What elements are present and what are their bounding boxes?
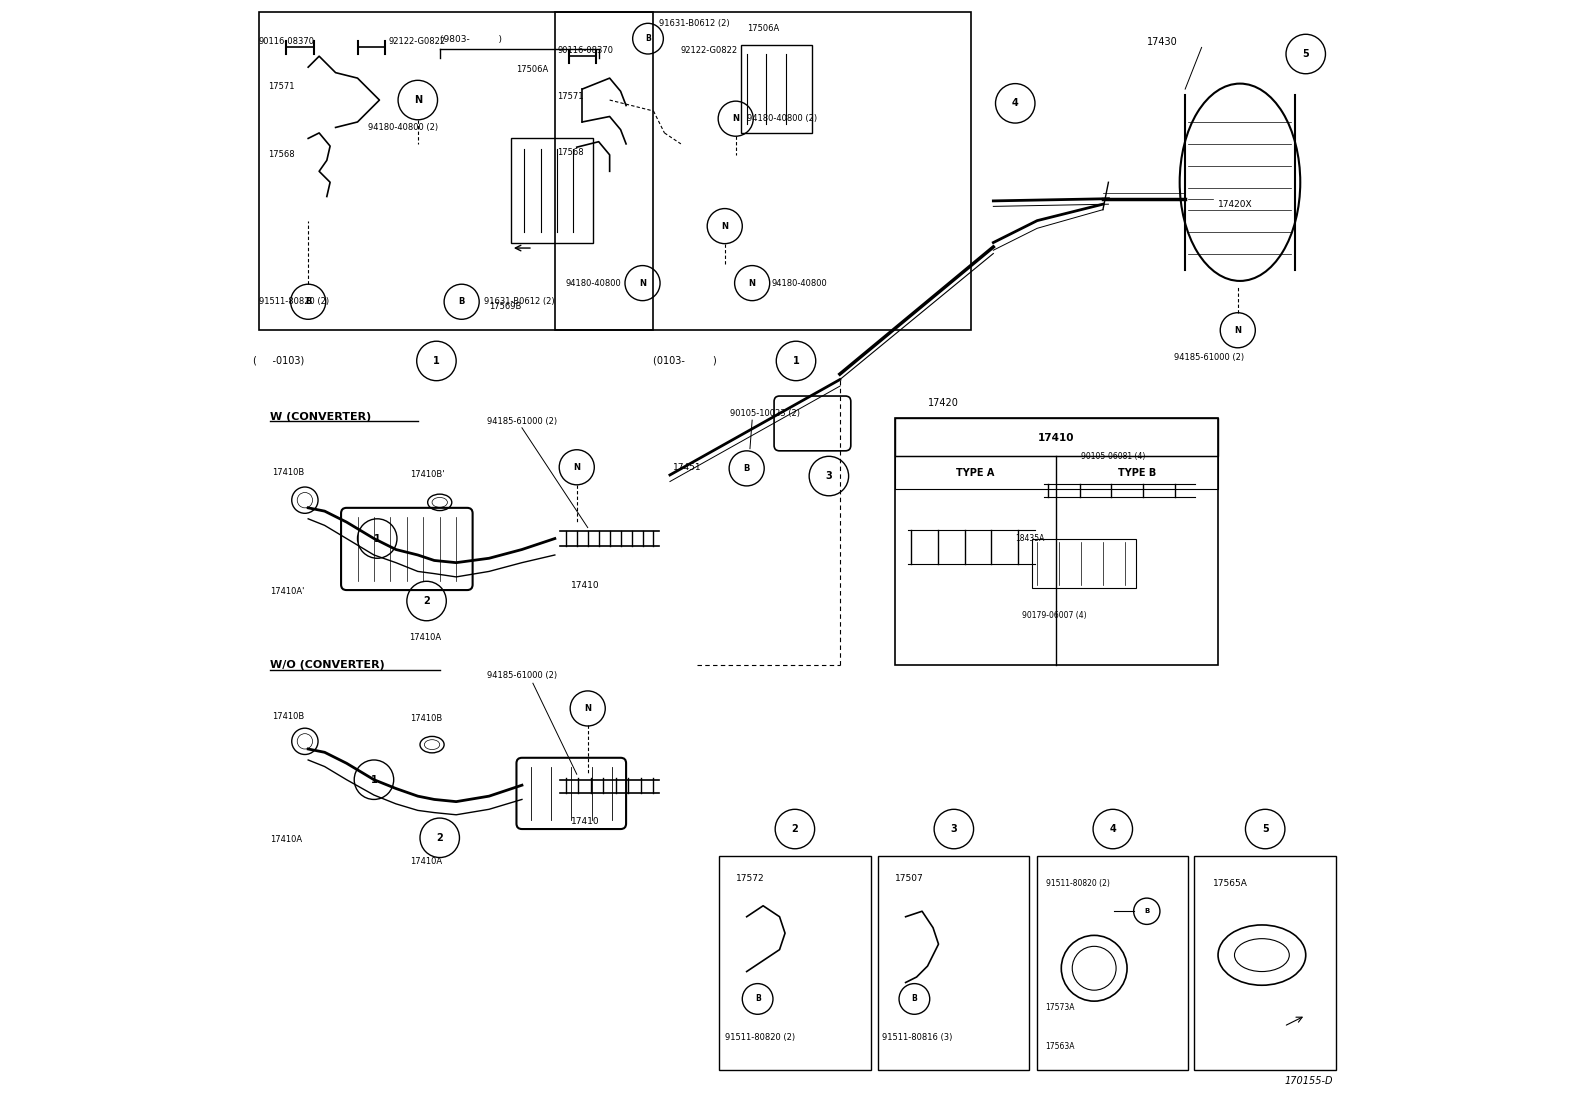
Text: 94180-40800: 94180-40800	[772, 279, 828, 288]
Text: 1: 1	[374, 533, 380, 544]
Text: N: N	[748, 279, 756, 288]
Text: 17410B': 17410B'	[411, 470, 444, 479]
Text: 17410A: 17410A	[411, 857, 443, 866]
Text: 91511-80820 (2): 91511-80820 (2)	[724, 1033, 794, 1042]
Text: 17410A: 17410A	[269, 835, 302, 844]
Text: 17410A': 17410A'	[269, 587, 304, 596]
Text: 17420X: 17420X	[1218, 200, 1253, 209]
Text: 4: 4	[1013, 98, 1019, 109]
Text: 2: 2	[436, 833, 443, 843]
Text: 94185-61000 (2): 94185-61000 (2)	[487, 671, 557, 680]
Text: 17569B: 17569B	[489, 301, 522, 311]
Text: 17507: 17507	[895, 874, 923, 882]
Bar	[895, 418, 1218, 665]
Text: 17571: 17571	[557, 92, 584, 101]
Text: 17410B: 17410B	[272, 468, 304, 477]
Text: 17420: 17420	[928, 398, 958, 408]
Text: 90179-06007 (4): 90179-06007 (4)	[1022, 611, 1086, 620]
Text: 4: 4	[1110, 824, 1116, 834]
Text: B: B	[755, 995, 761, 1003]
Text: 91511-80816 (3): 91511-80816 (3)	[882, 1033, 952, 1042]
Text: 17410B: 17410B	[272, 712, 304, 721]
Text: 170155-D: 170155-D	[1285, 1076, 1333, 1086]
Bar	[895, 456, 1218, 489]
Text: 92122-G0822: 92122-G0822	[681, 46, 739, 55]
Text: 2: 2	[423, 596, 430, 606]
Bar	[259, 12, 653, 331]
Text: 94185-61000 (2): 94185-61000 (2)	[487, 417, 557, 425]
Text: 17506A: 17506A	[747, 24, 778, 33]
Text: 17410: 17410	[572, 581, 600, 590]
Text: 91631-B0612 (2): 91631-B0612 (2)	[484, 297, 554, 307]
Text: 17410B: 17410B	[411, 714, 443, 723]
Text: N: N	[638, 279, 646, 288]
Text: B: B	[1145, 908, 1149, 914]
Text: 91511-80820 (2): 91511-80820 (2)	[259, 297, 330, 307]
Text: 5: 5	[1262, 824, 1269, 834]
Text: 17410: 17410	[572, 817, 600, 825]
Bar	[1036, 856, 1189, 1070]
Bar	[1194, 856, 1336, 1070]
Text: N: N	[584, 704, 591, 713]
Text: 94185-61000 (2): 94185-61000 (2)	[1175, 353, 1245, 363]
Text: N: N	[732, 114, 739, 123]
Text: 90116-08370: 90116-08370	[259, 37, 315, 46]
Text: 17568: 17568	[557, 148, 584, 157]
Bar	[720, 856, 871, 1070]
Text: N: N	[414, 95, 422, 106]
Text: 5: 5	[1302, 49, 1309, 59]
Text: 17572: 17572	[736, 874, 764, 882]
Bar	[879, 856, 1030, 1070]
Text: 90105-06081 (4): 90105-06081 (4)	[1081, 452, 1145, 460]
Text: 91511-80820 (2): 91511-80820 (2)	[1046, 879, 1110, 888]
Text: 17568: 17568	[267, 151, 295, 159]
Text: 17410: 17410	[1038, 433, 1075, 443]
Text: TYPE B: TYPE B	[1118, 468, 1156, 478]
Text: N: N	[573, 463, 579, 471]
Text: B: B	[458, 297, 465, 307]
Text: (0103-         ): (0103- )	[653, 356, 718, 366]
Text: 17410A: 17410A	[409, 633, 441, 642]
Bar	[742, 45, 812, 133]
Text: 92122-G0822: 92122-G0822	[388, 37, 446, 46]
Text: (9803-          ): (9803- )	[439, 35, 501, 44]
Text: B: B	[743, 464, 750, 473]
Text: 94180-40800 (2): 94180-40800 (2)	[368, 123, 439, 132]
Text: 1: 1	[793, 356, 799, 366]
Text: 3: 3	[950, 824, 957, 834]
Text: TYPE A: TYPE A	[957, 468, 995, 478]
Text: 17506A: 17506A	[516, 65, 549, 74]
Text: 1: 1	[433, 356, 439, 366]
Text: B: B	[645, 34, 651, 43]
Bar	[556, 12, 971, 331]
Text: 17565A: 17565A	[1213, 879, 1248, 888]
Text: 94180-40800: 94180-40800	[565, 279, 621, 288]
Text: 17430: 17430	[1146, 37, 1178, 47]
Text: 3: 3	[826, 471, 833, 481]
Text: 17563A: 17563A	[1044, 1042, 1075, 1051]
Bar	[511, 138, 594, 243]
Text: 17571: 17571	[267, 82, 295, 91]
Text: 18435A: 18435A	[1016, 534, 1044, 543]
Text: 91631-B0612 (2): 91631-B0612 (2)	[659, 19, 729, 27]
Text: W/O (CONVERTER): W/O (CONVERTER)	[269, 659, 385, 669]
Text: 90105-10023 (2): 90105-10023 (2)	[731, 409, 801, 418]
Text: (     -0103): ( -0103)	[253, 356, 304, 366]
Text: 17573A: 17573A	[1044, 1003, 1075, 1012]
Text: 2: 2	[791, 824, 798, 834]
Text: N: N	[1234, 325, 1242, 335]
Text: 90116-08370: 90116-08370	[557, 46, 613, 55]
Text: 1: 1	[371, 775, 377, 785]
Bar	[895, 418, 1218, 456]
Bar	[1032, 539, 1135, 588]
Text: W (CONVERTER): W (CONVERTER)	[269, 412, 371, 422]
Text: B: B	[912, 995, 917, 1003]
Text: 17451: 17451	[673, 463, 702, 471]
Text: N: N	[721, 222, 728, 231]
Text: 94180-40800 (2): 94180-40800 (2)	[747, 114, 817, 123]
Text: B: B	[306, 297, 312, 307]
